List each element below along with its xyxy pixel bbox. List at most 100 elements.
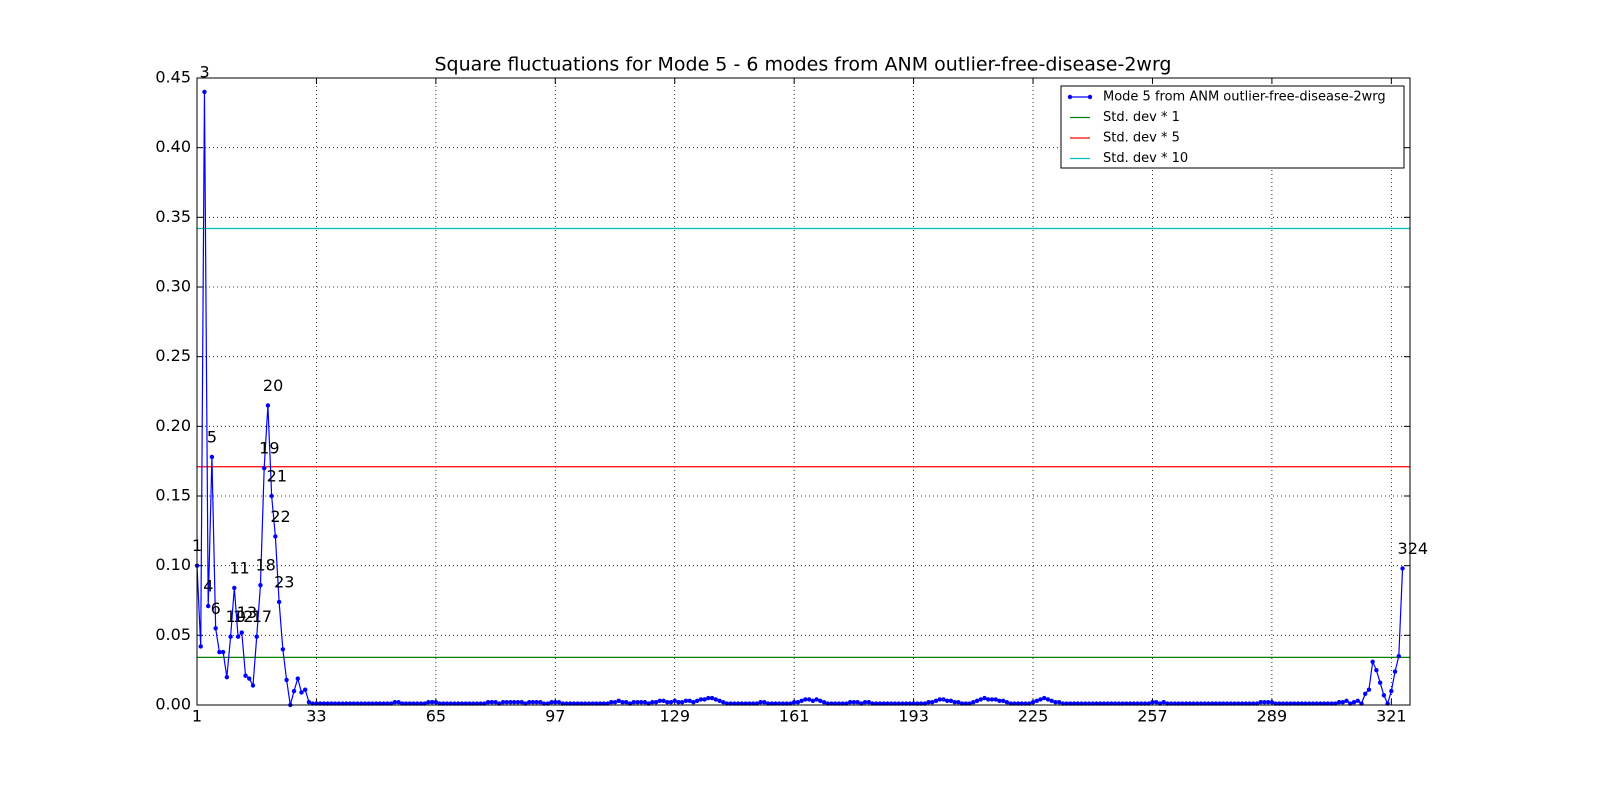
annotation: 11: [229, 558, 249, 577]
annotation: 13: [237, 603, 257, 622]
point: [429, 700, 435, 705]
point: [433, 700, 439, 705]
point: [224, 674, 230, 680]
point: [1400, 566, 1405, 571]
point: [273, 534, 278, 539]
point: [713, 697, 718, 702]
legend-label: Std. dev * 5: [1103, 131, 1180, 146]
point: [303, 687, 308, 692]
x-tick-label: 257: [1137, 707, 1168, 726]
point: [668, 700, 674, 705]
point: [1000, 698, 1006, 704]
point: [665, 700, 670, 705]
point: [1034, 698, 1039, 704]
point: [758, 700, 763, 705]
annotation: 18: [255, 556, 275, 575]
point: [1351, 700, 1357, 705]
point: [1049, 698, 1054, 704]
annotation: 19: [259, 439, 279, 458]
point: [1336, 700, 1342, 705]
point: [862, 700, 868, 705]
point: [702, 697, 707, 702]
point: [799, 698, 804, 704]
annotation: 23: [274, 572, 294, 591]
point: [631, 700, 636, 705]
legend-label: Std. dev * 1: [1103, 110, 1180, 125]
point: [691, 700, 696, 705]
point: [866, 700, 872, 705]
plot-frame: [196, 77, 1411, 706]
point: [810, 698, 816, 704]
annotation: 324: [1398, 539, 1429, 558]
point: [616, 698, 621, 704]
point: [676, 700, 681, 705]
point: [974, 698, 980, 704]
y-tick-label: 0.20: [155, 416, 191, 435]
point: [661, 698, 666, 704]
point: [426, 700, 431, 705]
point: [653, 700, 659, 705]
point: [489, 700, 495, 705]
point: [1265, 700, 1271, 705]
point: [791, 700, 797, 705]
legend-label: Mode 5 from ANM outlier-free-disease-2wr…: [1103, 90, 1386, 105]
point: [814, 697, 819, 702]
point: [553, 700, 558, 705]
x-tick-label: 33: [306, 707, 326, 726]
point: [202, 89, 207, 95]
point: [1363, 691, 1368, 697]
point: [821, 700, 827, 705]
point: [1042, 695, 1047, 701]
point: [1045, 697, 1051, 702]
point: [291, 688, 297, 694]
point: [762, 700, 767, 705]
point: [1392, 669, 1398, 674]
point: [993, 697, 998, 702]
annotation: 10: [226, 607, 246, 626]
point: [239, 630, 244, 635]
point: [265, 403, 271, 408]
point: [284, 677, 289, 683]
point: [986, 697, 991, 702]
point: [948, 698, 954, 704]
point: [276, 599, 282, 605]
point: [1396, 654, 1402, 659]
point: [508, 700, 513, 705]
point: [534, 700, 539, 705]
point: [620, 700, 625, 705]
point: [698, 697, 704, 702]
point: [254, 634, 259, 639]
y-tick-label: 0.30: [155, 277, 191, 296]
point: [795, 700, 801, 705]
point: [1377, 680, 1383, 685]
point: [982, 695, 987, 701]
point: [392, 700, 398, 705]
point: [1258, 700, 1263, 705]
point: [485, 700, 491, 705]
point: [971, 700, 976, 705]
point: [847, 700, 853, 705]
point: [209, 454, 215, 460]
point: [680, 700, 685, 705]
point: [1344, 698, 1349, 704]
y-tick-label: 0.15: [155, 486, 191, 505]
point: [1161, 700, 1166, 705]
point: [1366, 687, 1372, 692]
point: [295, 676, 300, 681]
annotation: 4: [203, 577, 213, 596]
point: [530, 700, 536, 705]
point: [721, 700, 726, 705]
point: [978, 697, 983, 702]
point: [694, 698, 700, 704]
y-tick-label: 0.05: [155, 625, 191, 644]
point: [997, 698, 1002, 704]
point: [1340, 700, 1346, 705]
point: [926, 700, 931, 705]
annotation: 21: [267, 467, 287, 486]
legend-marker: [1087, 94, 1093, 100]
point: [937, 697, 942, 702]
point: [989, 697, 995, 702]
point: [1389, 688, 1394, 694]
